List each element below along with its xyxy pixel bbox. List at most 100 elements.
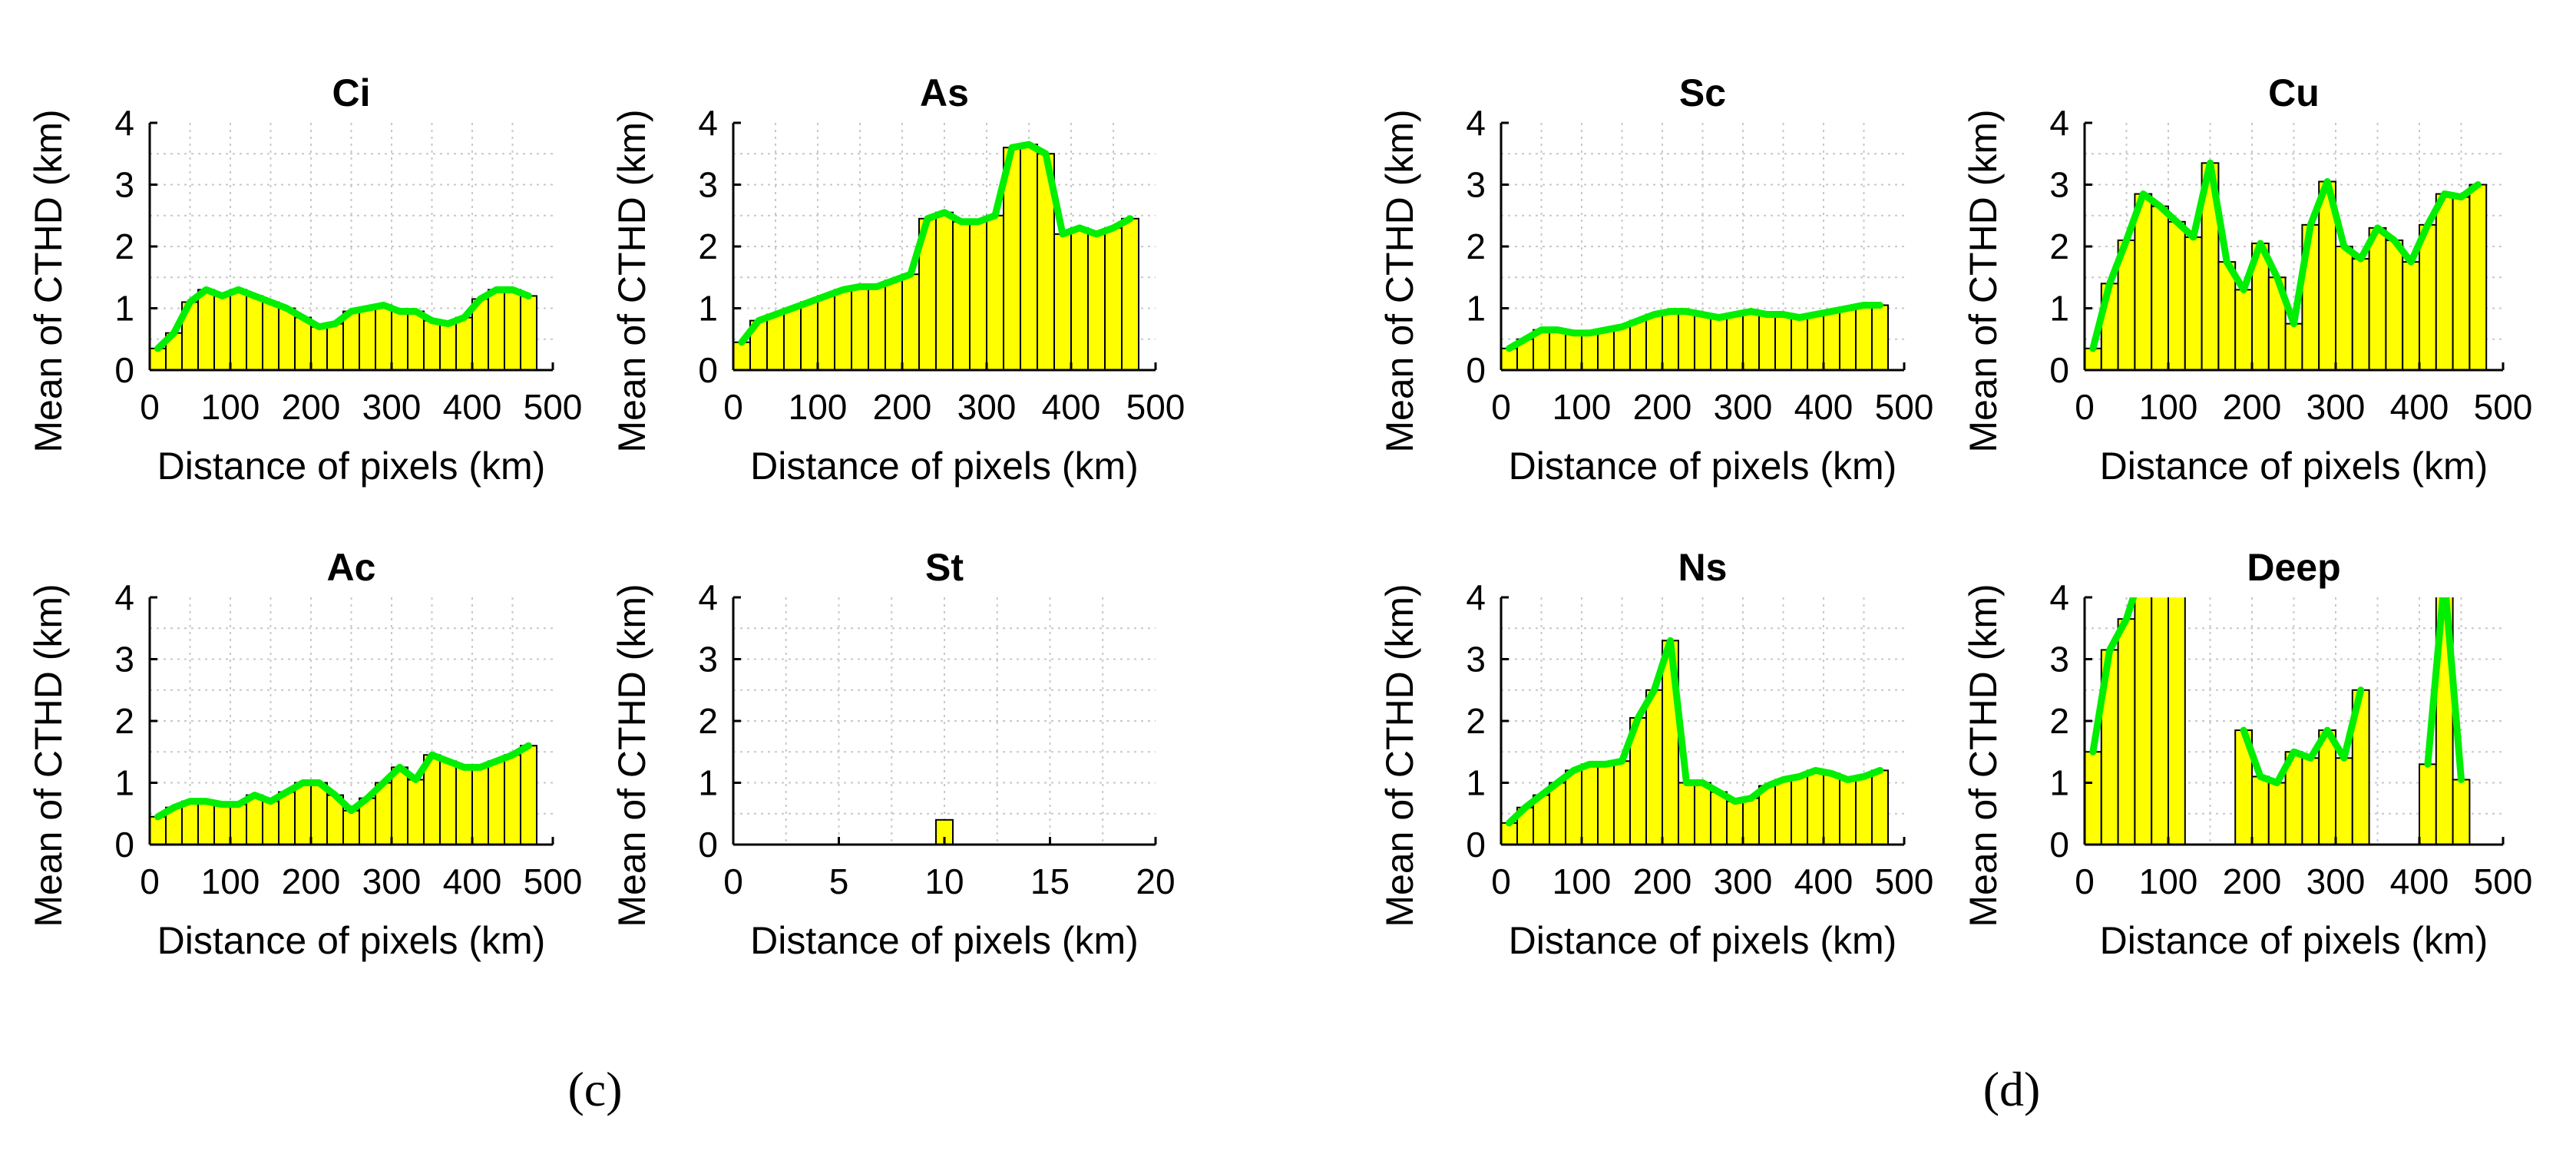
chart-panel-st: 0 5 10 15 20 0 1 2 3 4 St Distance of pixels (km) Me… — [610, 546, 1176, 962]
x-tick-label: 10 — [924, 861, 964, 901]
x-tick-label: 0 — [1491, 861, 1511, 901]
x-tick-label: 0 — [140, 387, 160, 427]
bar — [2469, 184, 2488, 370]
bar — [1807, 769, 1824, 845]
bar — [1104, 227, 1123, 370]
x-tick-label: 300 — [1714, 861, 1773, 901]
bar — [2151, 597, 2169, 845]
bar — [471, 766, 489, 845]
bar — [1678, 310, 1695, 370]
series-line — [1506, 637, 1883, 827]
x-axis-label: Distance of pixels (km) — [2100, 445, 2488, 488]
x-tick-label: 100 — [1553, 861, 1612, 901]
bar — [2085, 751, 2102, 845]
bar — [783, 307, 802, 370]
x-tick-label: 200 — [2223, 861, 2282, 901]
caption-c: (c) — [567, 1062, 622, 1116]
bar — [2251, 775, 2270, 845]
x-tick-label: 500 — [2474, 861, 2533, 901]
bar — [1613, 326, 1631, 370]
bar — [326, 322, 344, 370]
bar — [359, 307, 376, 370]
bar — [455, 766, 473, 845]
chart-panel-ci: 0 100 200 300 400 500 0 1 2 3 4 Ci Distance of pixel… — [27, 71, 582, 488]
y-tick-label: 3 — [2049, 640, 2069, 680]
y-tick-label: 2 — [1466, 701, 1486, 741]
bar — [817, 295, 835, 370]
bar — [407, 779, 425, 845]
series-line — [1506, 301, 1883, 352]
bar — [2267, 782, 2287, 845]
bar — [2168, 220, 2186, 370]
x-tick-label: 300 — [2306, 861, 2366, 901]
bar — [1742, 310, 1760, 370]
chart-title: Cu — [2268, 71, 2320, 114]
x-tick-label: 200 — [282, 861, 341, 901]
bar — [2234, 289, 2253, 370]
bar — [2351, 258, 2370, 370]
y-tick-label: 4 — [698, 577, 718, 617]
series-line — [2240, 686, 2365, 786]
x-axis-label: Distance of pixels (km) — [157, 919, 546, 962]
x-tick-label: 300 — [2306, 387, 2366, 427]
bar — [1597, 329, 1615, 370]
x-tick-label: 300 — [957, 387, 1017, 427]
x-tick-label: 200 — [2223, 387, 2282, 427]
y-tick-label: 2 — [698, 701, 718, 741]
bar — [2168, 597, 2186, 845]
bar — [1726, 800, 1744, 845]
x-tick-label: 500 — [1875, 387, 1934, 427]
bar — [2117, 618, 2136, 845]
bar — [375, 304, 392, 370]
bar — [181, 800, 199, 845]
bar — [1694, 782, 1711, 845]
y-tick-label: 2 — [698, 227, 718, 266]
bar — [2419, 223, 2437, 370]
bar — [278, 791, 296, 845]
y-axis-label: Mean of CTHD (km) — [1378, 584, 1421, 927]
bar — [1871, 769, 1889, 845]
bar — [1774, 313, 1792, 370]
x-tick-label: 500 — [1126, 387, 1185, 427]
bar — [1549, 329, 1566, 370]
bar — [885, 279, 903, 370]
bar — [1678, 782, 1695, 845]
bar — [2335, 246, 2353, 370]
y-tick-label: 1 — [698, 289, 718, 329]
bar — [1742, 797, 1760, 845]
series-line — [2089, 159, 2482, 352]
bar — [2134, 597, 2153, 845]
bars — [733, 144, 1139, 370]
bar — [407, 310, 425, 370]
x-tick-label: 20 — [1136, 861, 1175, 901]
bar — [1629, 319, 1647, 370]
chart-title: Deep — [2247, 546, 2340, 589]
series-line — [2424, 597, 2465, 783]
x-tick-label: 5 — [829, 861, 849, 901]
bar — [986, 214, 1004, 370]
y-tick-label: 2 — [114, 227, 134, 266]
x-tick-label: 0 — [140, 861, 160, 901]
y-tick-label: 4 — [114, 103, 134, 143]
y-tick-label: 1 — [114, 289, 134, 329]
y-tick-label: 0 — [2049, 350, 2069, 390]
bar — [1823, 310, 1840, 370]
y-tick-label: 0 — [2049, 825, 2069, 865]
chart-panel-cu: 0 100 200 300 400 500 0 1 2 3 4 Cu Distance of pixel… — [1962, 71, 2532, 488]
bar — [455, 316, 473, 370]
x-tick-label: 500 — [524, 387, 583, 427]
x-tick-label: 300 — [362, 387, 422, 427]
bar — [733, 341, 751, 370]
grid — [733, 597, 1156, 845]
bar — [2335, 757, 2353, 845]
bar — [1020, 144, 1038, 370]
y-tick-label: 4 — [698, 103, 718, 143]
bar — [766, 313, 785, 370]
bars — [1501, 304, 1889, 370]
bar — [952, 220, 971, 370]
bar — [2385, 239, 2404, 370]
y-tick-label: 1 — [114, 763, 134, 803]
bar — [1726, 313, 1744, 370]
x-tick-label: 200 — [873, 387, 932, 427]
